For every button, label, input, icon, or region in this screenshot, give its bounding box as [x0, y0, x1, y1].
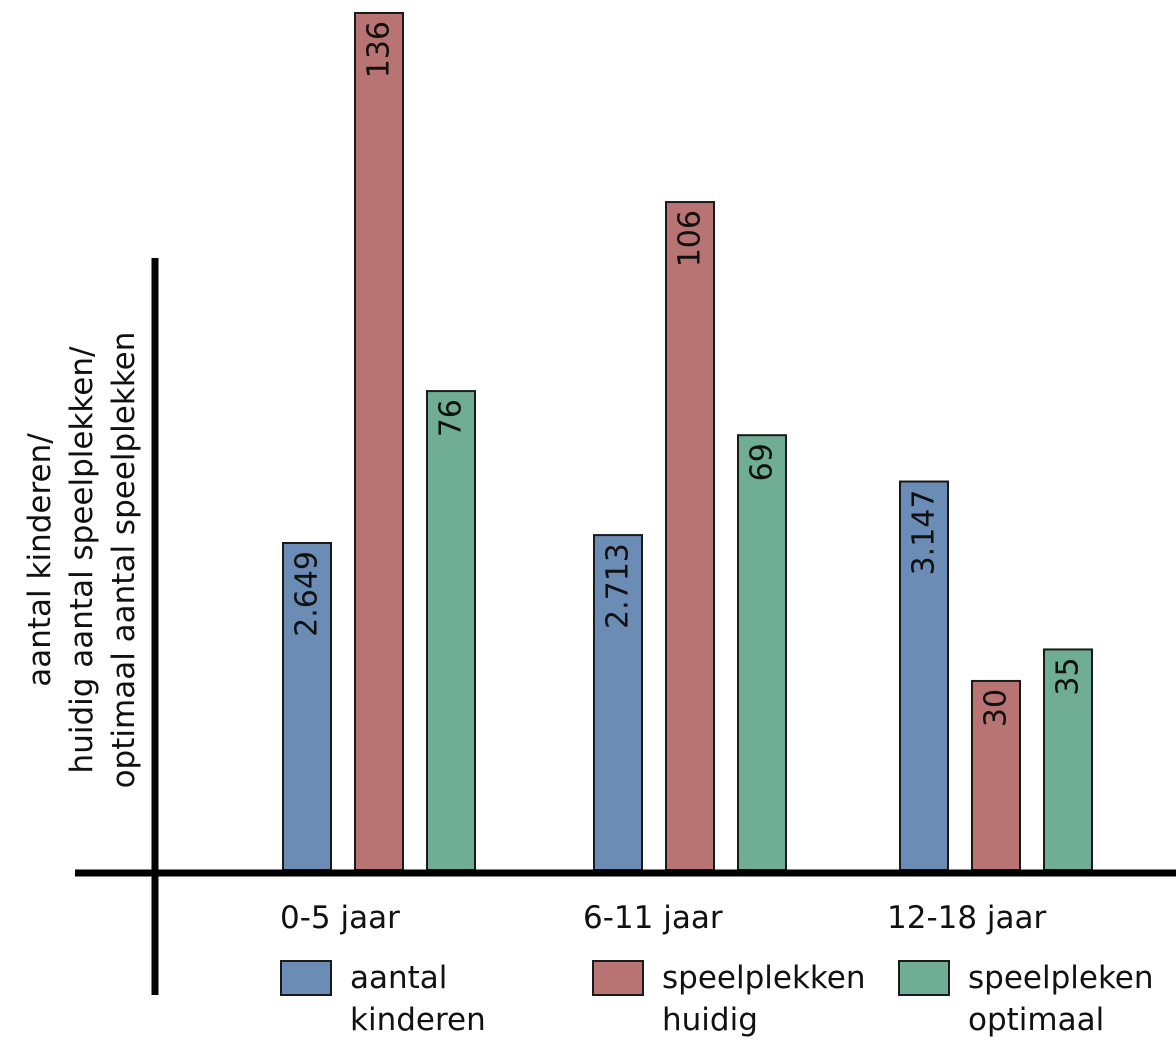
legend-swatch-green: [898, 960, 950, 996]
bar-value-label-2-1: 69: [745, 443, 780, 481]
legend-label-line-1: aantal: [350, 960, 448, 996]
legend-label-line-2: huidig: [662, 1002, 758, 1038]
bar-value-label-0-0: 2.649: [290, 551, 325, 637]
legend-label-line-2: kinderen: [350, 1002, 486, 1038]
legend-label-line-1: speelpleken: [968, 960, 1154, 996]
bar-value-label-1-0: 136: [362, 21, 397, 78]
bar-1-0: [354, 12, 404, 871]
bar-0-0: [282, 542, 332, 871]
bar-value-label-1-1: 106: [673, 210, 708, 267]
bar-value-label-0-2: 3.147: [907, 490, 942, 576]
bar-2-0: [426, 390, 476, 871]
legend-item-speelplekken-huidig: speelplekken huidig: [592, 957, 865, 1041]
legend-swatch-red: [592, 960, 644, 996]
legend-label-line-1: speelplekken: [662, 960, 866, 996]
bar-value-label-1-2: 30: [979, 689, 1014, 727]
bar-value-label-0-1: 2.713: [601, 543, 636, 629]
category-label-12-18: 12-18 jaar: [887, 900, 1047, 936]
legend-label-line-2: optimaal: [968, 1002, 1105, 1038]
bar-1-2: [971, 679, 1021, 871]
bar-1-1: [665, 201, 715, 871]
bar-value-label-2-2: 35: [1051, 657, 1086, 695]
bar-2-1: [737, 434, 787, 871]
legend-item-aantal-kinderen: aantal kinderen: [280, 957, 486, 1041]
category-label-0-5: 0-5 jaar: [280, 900, 400, 936]
legend-swatch-blue: [280, 960, 332, 996]
category-label-6-11: 6-11 jaar: [583, 900, 723, 936]
bar-value-label-2-0: 76: [434, 399, 469, 437]
bar-0-1: [593, 534, 643, 871]
legend-item-speelpleken-optimaal: speelpleken optimaal: [898, 957, 1154, 1041]
